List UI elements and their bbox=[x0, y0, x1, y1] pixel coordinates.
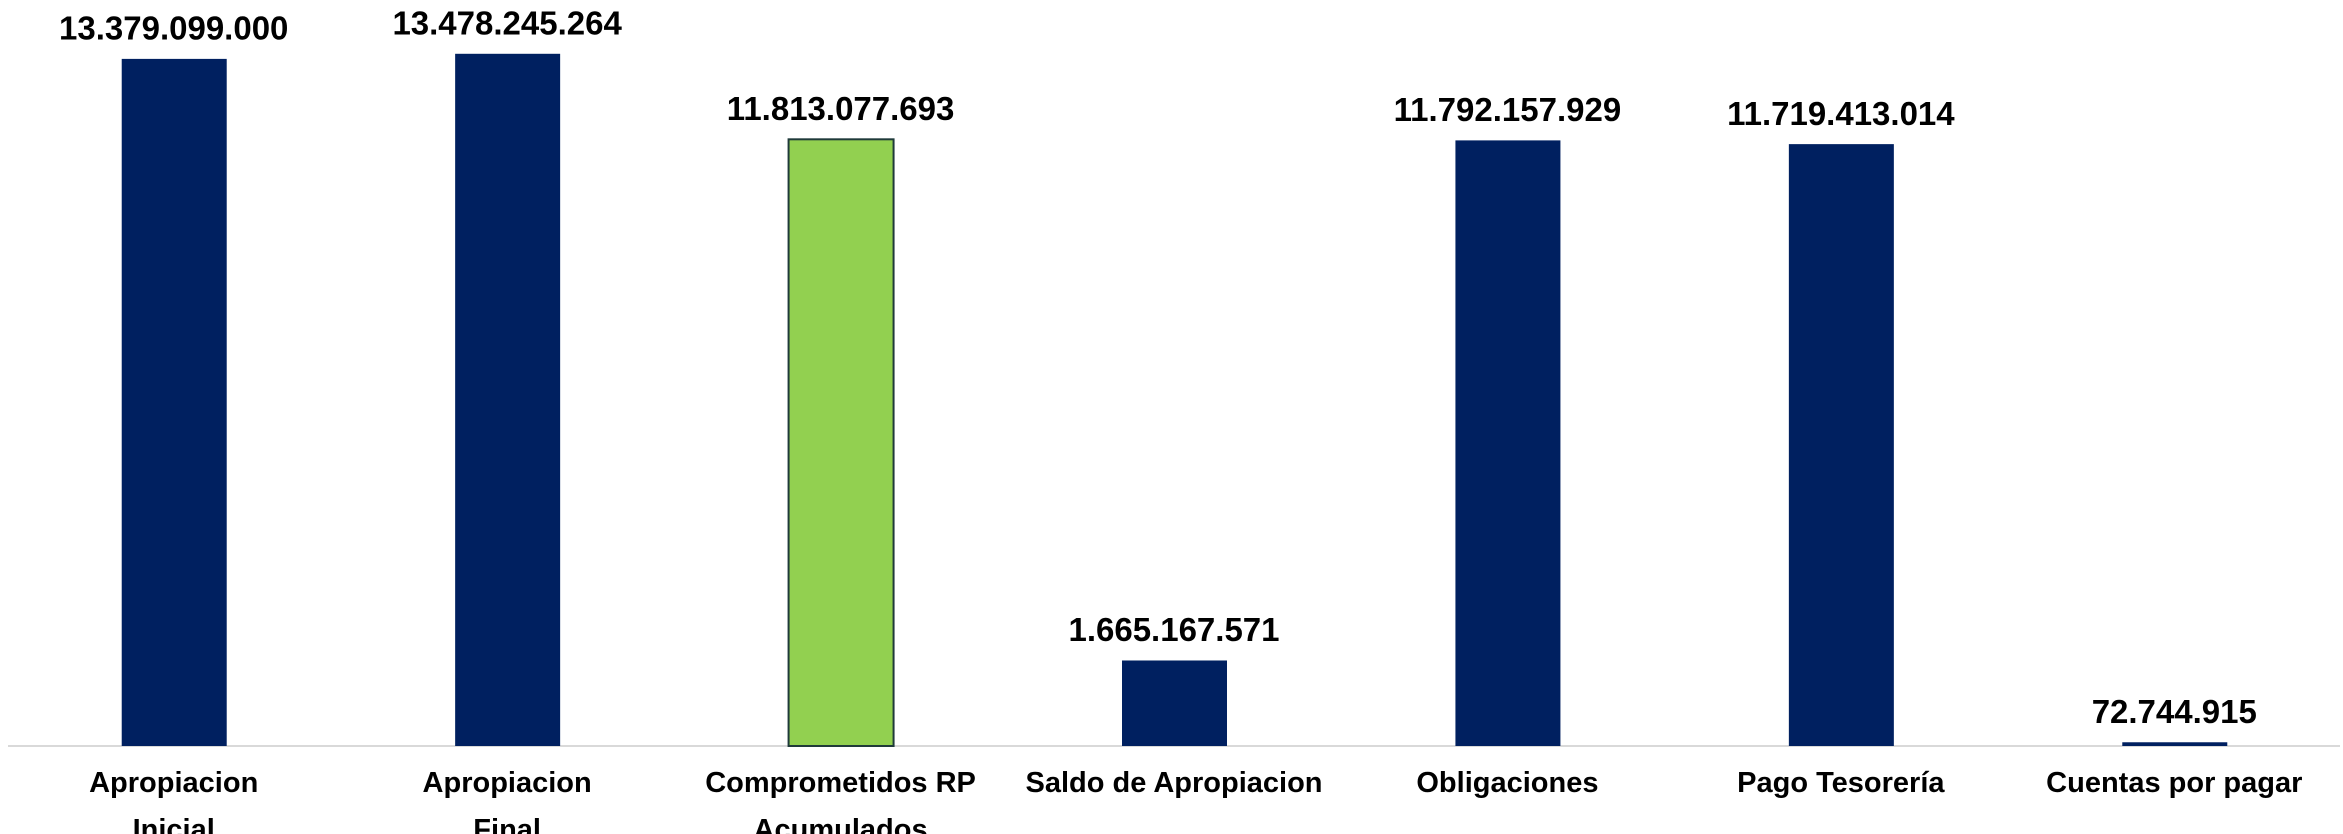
x-tick-label: Cuentas por pagar bbox=[2046, 767, 2303, 799]
x-tick-label: Comprometidos RP Acumulados bbox=[705, 767, 976, 834]
bar bbox=[2122, 742, 2228, 746]
value-label: 11.719.413.014 bbox=[1727, 95, 1955, 132]
value-label: 11.792.157.929 bbox=[1394, 91, 1622, 128]
value-label: 13.478.245.264 bbox=[392, 5, 622, 42]
value-label: 1.665.167.571 bbox=[1068, 611, 1279, 648]
bar bbox=[1122, 660, 1227, 746]
bar bbox=[1788, 144, 1894, 746]
x-tick-label: Pago Tesorería bbox=[1737, 767, 1945, 799]
value-label: 13.379.099.000 bbox=[59, 10, 288, 47]
x-tick-label: Saldo de Apropiacion bbox=[1025, 767, 1323, 799]
x-tick-label: Obligaciones bbox=[1416, 767, 1599, 799]
value-label: 72.744.915 bbox=[2092, 693, 2257, 730]
value-label: 11.813.077.693 bbox=[727, 90, 955, 127]
x-tick-label: Apropiacion Inicial bbox=[89, 767, 259, 834]
bar bbox=[1455, 140, 1561, 747]
bar bbox=[787, 138, 895, 747]
x-tick-label: Apropiacion Final bbox=[422, 767, 592, 834]
bar bbox=[121, 58, 227, 747]
bar bbox=[455, 53, 561, 746]
